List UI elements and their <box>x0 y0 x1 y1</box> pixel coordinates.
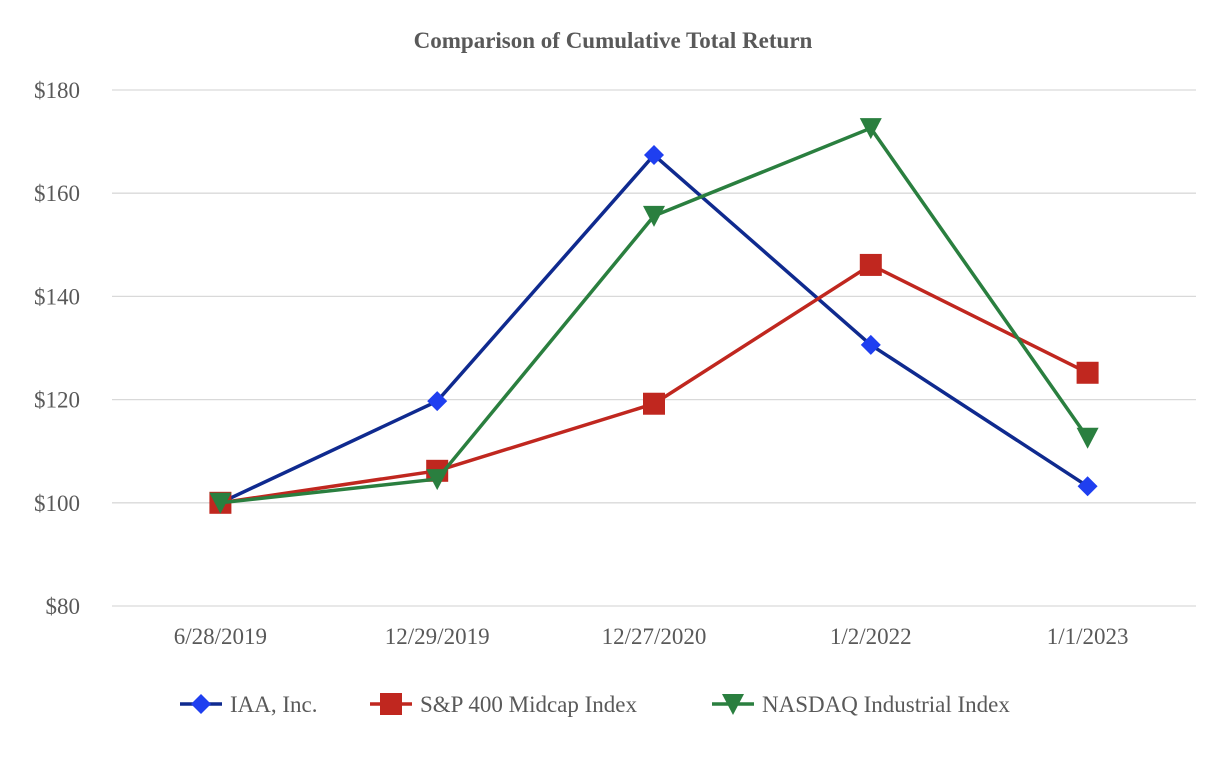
data-point <box>859 118 882 140</box>
series-1 <box>209 253 1099 514</box>
data-point <box>643 392 665 415</box>
series-line <box>220 126 1090 505</box>
legend-marker <box>380 693 402 715</box>
y-tick-label: $120 <box>34 388 80 413</box>
series-2 <box>209 118 1099 514</box>
y-axis-ticks: $80 $100 $120 $140 $160 $180 <box>34 78 80 619</box>
data-point <box>859 253 882 276</box>
series-0 <box>210 145 1098 513</box>
series-layer <box>209 118 1099 514</box>
data-point <box>860 334 881 355</box>
legend-label: NASDAQ Industrial Index <box>762 692 1010 717</box>
x-tick-label: 6/28/2019 <box>174 624 267 649</box>
data-point <box>1076 361 1099 384</box>
series-line <box>220 263 1089 505</box>
data-point <box>1076 427 1099 449</box>
legend-marker <box>722 694 744 715</box>
legend-label: S&P 400 Midcap Index <box>420 692 637 717</box>
data-point <box>427 391 448 412</box>
legend-item: NASDAQ Industrial Index <box>712 692 1010 717</box>
x-axis-ticks: 6/28/2019 12/29/2019 12/27/2020 1/2/2022 1/1… <box>174 624 1129 649</box>
x-tick-label: 1/1/2023 <box>1047 624 1129 649</box>
legend-marker <box>191 694 211 714</box>
legend-item: IAA, Inc. <box>180 692 318 717</box>
x-tick-label: 12/29/2019 <box>385 624 490 649</box>
data-point <box>644 145 664 166</box>
legend: IAA, Inc. S&P 400 Midcap Index NASDAQ Indu… <box>180 692 1010 717</box>
chart-title: Comparison of Cumulative Total Return <box>414 28 813 53</box>
legend-label: IAA, Inc. <box>230 692 318 717</box>
x-tick-label: 12/27/2020 <box>602 624 707 649</box>
gridlines <box>112 89 1196 607</box>
data-point <box>209 492 232 514</box>
data-point <box>643 205 665 227</box>
y-tick-label: $160 <box>34 181 80 206</box>
data-point <box>1077 476 1098 497</box>
y-tick-label: $80 <box>46 594 81 619</box>
legend-item: S&P 400 Midcap Index <box>370 692 637 717</box>
data-point <box>426 469 449 491</box>
y-tick-label: $140 <box>34 284 80 309</box>
y-tick-label: $100 <box>34 491 80 516</box>
x-tick-label: 1/2/2022 <box>830 624 912 649</box>
y-tick-label: $180 <box>34 78 80 103</box>
